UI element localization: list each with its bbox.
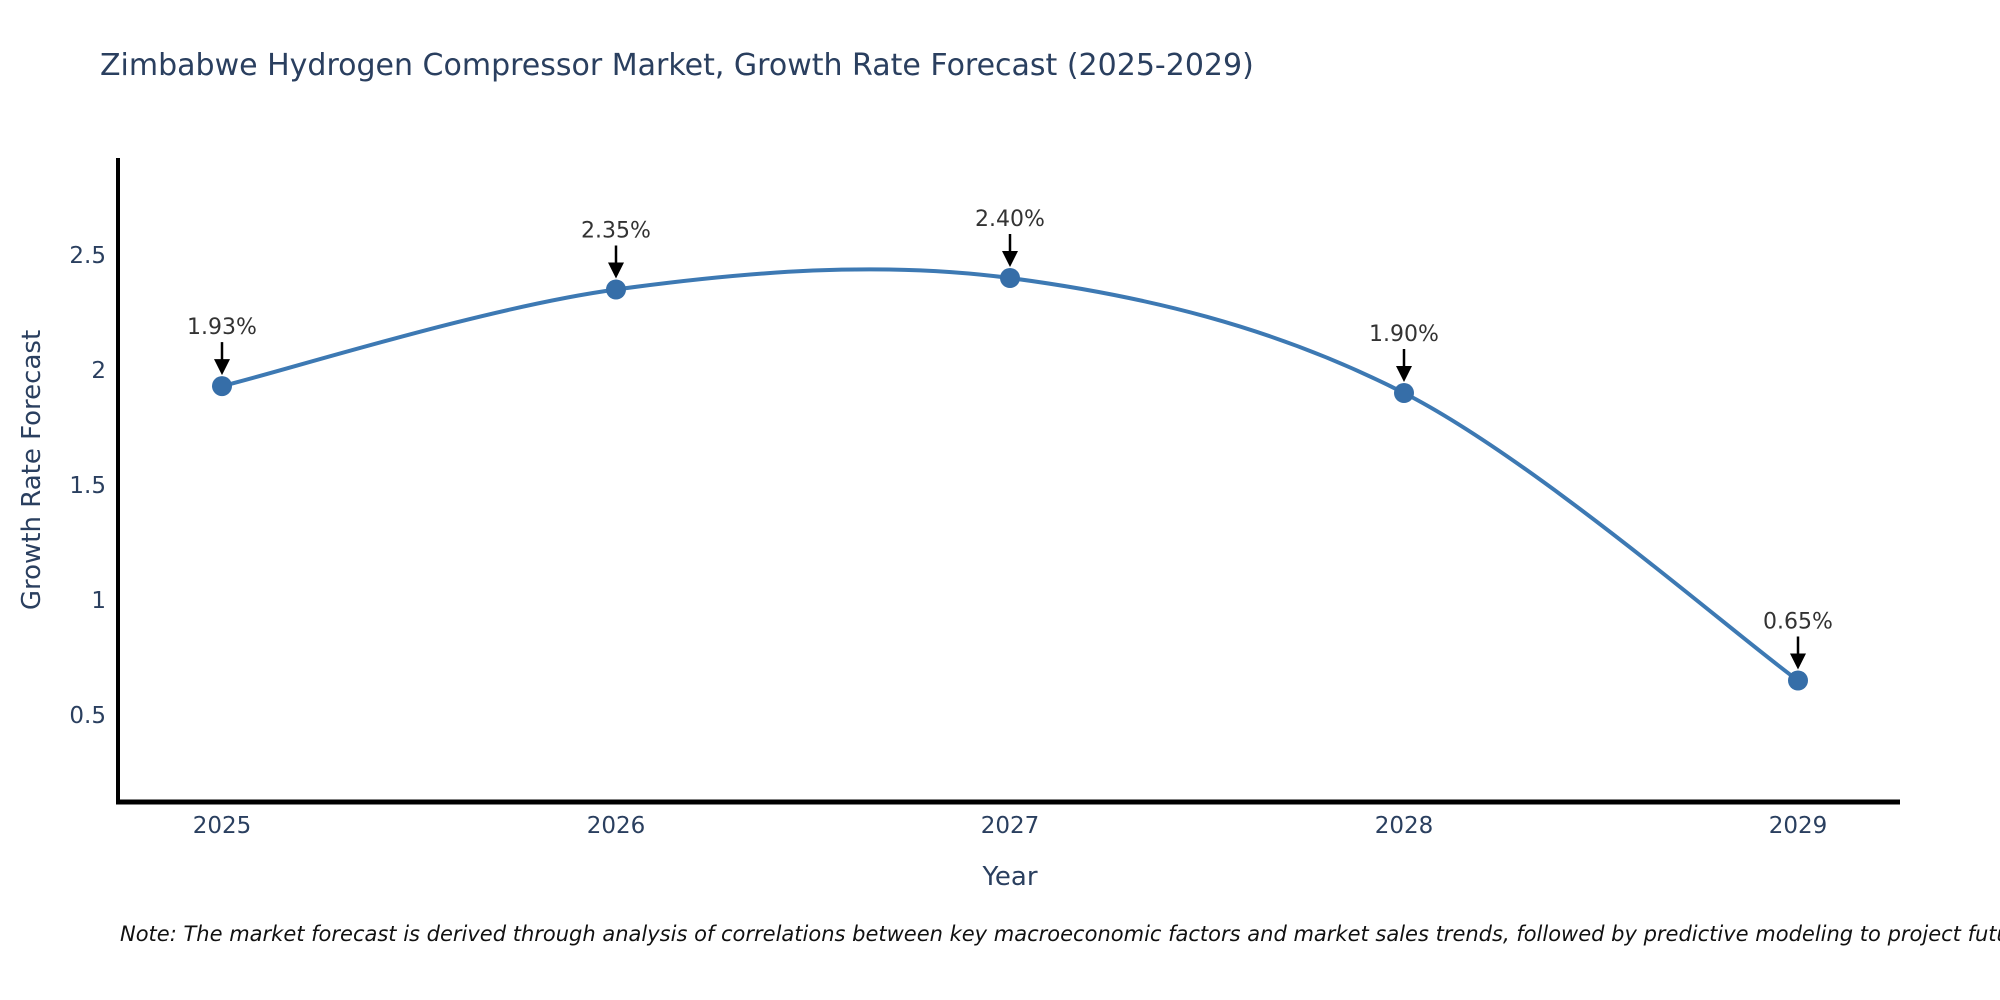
x-tick-label: 2025 <box>193 813 252 839</box>
y-tick-label: 1.5 <box>69 473 106 499</box>
data-point-marker[interactable] <box>1788 670 1808 691</box>
y-tick-label: 1 <box>91 588 106 614</box>
chart-title: Zimbabwe Hydrogen Compressor Market, Gro… <box>100 48 1254 83</box>
data-point-marker[interactable] <box>606 279 626 300</box>
x-tick-label: 2026 <box>587 813 646 839</box>
x-tick-label: 2028 <box>1375 813 1434 839</box>
annotation-arrowhead-icon <box>608 262 624 279</box>
data-point-label: 1.90% <box>1369 322 1439 347</box>
x-tick-label: 2029 <box>1769 813 1828 839</box>
data-point-label: 2.40% <box>975 207 1045 232</box>
y-tick-label: 2 <box>91 358 106 384</box>
data-point-label: 0.65% <box>1763 610 1833 635</box>
data-point-label: 1.93% <box>187 315 257 340</box>
x-tick-label: 2027 <box>981 813 1040 839</box>
data-point-marker[interactable] <box>1394 383 1414 403</box>
annotation-arrowhead-icon <box>1396 366 1412 382</box>
forecast-line <box>220 267 1800 683</box>
y-tick-label: 2.5 <box>69 243 106 269</box>
footnote: Note: The market forecast is derived thr… <box>120 922 2000 946</box>
annotation-arrowhead-icon <box>1002 251 1018 267</box>
data-point-marker[interactable] <box>212 376 232 397</box>
y-axis-title: Growth Rate Forecast <box>17 329 47 611</box>
annotation-arrowhead-icon <box>214 359 230 376</box>
data-point-label: 2.35% <box>581 219 651 244</box>
x-axis-title: Year <box>982 862 1038 892</box>
y-tick-label: 0.5 <box>69 703 106 729</box>
data-point-marker[interactable] <box>1000 268 1020 288</box>
annotation-arrowhead-icon <box>1790 653 1806 670</box>
